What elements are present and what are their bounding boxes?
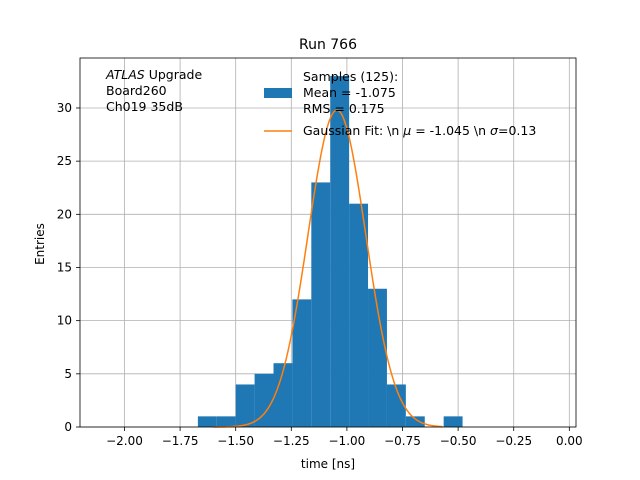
histogram-bar bbox=[235, 384, 255, 427]
legend-fit-label: Gaussian Fit: \n μ = -1.045 \n σ=0.13 bbox=[303, 123, 536, 138]
histogram-bar bbox=[386, 384, 406, 427]
annotation-text: Board260 bbox=[106, 83, 167, 98]
gaussian-fit-line bbox=[213, 109, 443, 428]
x-tick-label: −0.75 bbox=[384, 434, 421, 448]
annotation-line: Board260 bbox=[106, 83, 167, 98]
annotation-text: Ch019 35dB bbox=[106, 99, 183, 114]
legend-histogram-label: Samples (125): bbox=[303, 69, 398, 84]
legend-histogram-label: Mean = -1.075 bbox=[303, 85, 396, 100]
y-tick-label: 15 bbox=[57, 260, 72, 274]
chart-title: Run 766 bbox=[299, 37, 357, 53]
y-axis-label: Entries bbox=[33, 223, 47, 265]
annotation-text: Upgrade bbox=[145, 67, 203, 82]
histogram-bar bbox=[349, 203, 369, 427]
y-tick-label: 20 bbox=[57, 207, 72, 221]
y-tick-label: 25 bbox=[57, 154, 72, 168]
atlas-annotation: ATLAS Upgrade Board260 Ch019 35dB bbox=[105, 67, 202, 114]
histogram-bar bbox=[405, 416, 425, 427]
x-axis-label: time [ns] bbox=[301, 457, 355, 471]
annotation-italic: ATLAS bbox=[105, 67, 145, 82]
histogram-bar bbox=[273, 363, 293, 427]
y-axis-ticks: 0 5 10 15 20 25 30 bbox=[57, 101, 80, 434]
histogram-bar bbox=[292, 299, 312, 427]
legend: Samples (125): Mean = -1.075 RMS = 0.175… bbox=[264, 69, 536, 138]
legend-histogram-label: RMS = 0.175 bbox=[303, 101, 385, 116]
annotation-line: ATLAS Upgrade bbox=[105, 67, 202, 82]
y-tick-label: 10 bbox=[57, 314, 72, 328]
x-tick-label: −0.50 bbox=[440, 434, 477, 448]
gaussian-fit-curve bbox=[213, 109, 443, 428]
x-axis-ticks: −2.00 −1.75 −1.50 −1.25 −1.00 −0.75 −0.50 −0.25… bbox=[106, 427, 583, 448]
histogram-bar bbox=[216, 416, 236, 427]
histogram-bar bbox=[368, 288, 387, 427]
y-tick-label: 0 bbox=[64, 420, 72, 434]
x-tick-label: −1.00 bbox=[329, 434, 366, 448]
annotation-line: Ch019 35dB bbox=[106, 99, 183, 114]
x-tick-label: 0.00 bbox=[556, 434, 583, 448]
x-tick-label: −1.50 bbox=[217, 434, 254, 448]
legend-histogram-swatch bbox=[264, 88, 292, 98]
histogram-bar bbox=[330, 76, 350, 427]
histogram-bar bbox=[254, 373, 274, 427]
x-tick-label: −1.75 bbox=[162, 434, 199, 448]
histogram-bar bbox=[311, 182, 331, 427]
histogram-bar bbox=[197, 416, 217, 427]
x-tick-label: −2.00 bbox=[106, 434, 143, 448]
histogram-bars bbox=[197, 76, 463, 427]
x-tick-label: −0.25 bbox=[495, 434, 532, 448]
y-tick-label: 5 bbox=[64, 367, 72, 381]
histogram-bar bbox=[443, 416, 463, 427]
y-tick-label: 30 bbox=[57, 101, 72, 115]
axes-frame bbox=[79, 57, 577, 428]
x-tick-label: −1.25 bbox=[273, 434, 310, 448]
